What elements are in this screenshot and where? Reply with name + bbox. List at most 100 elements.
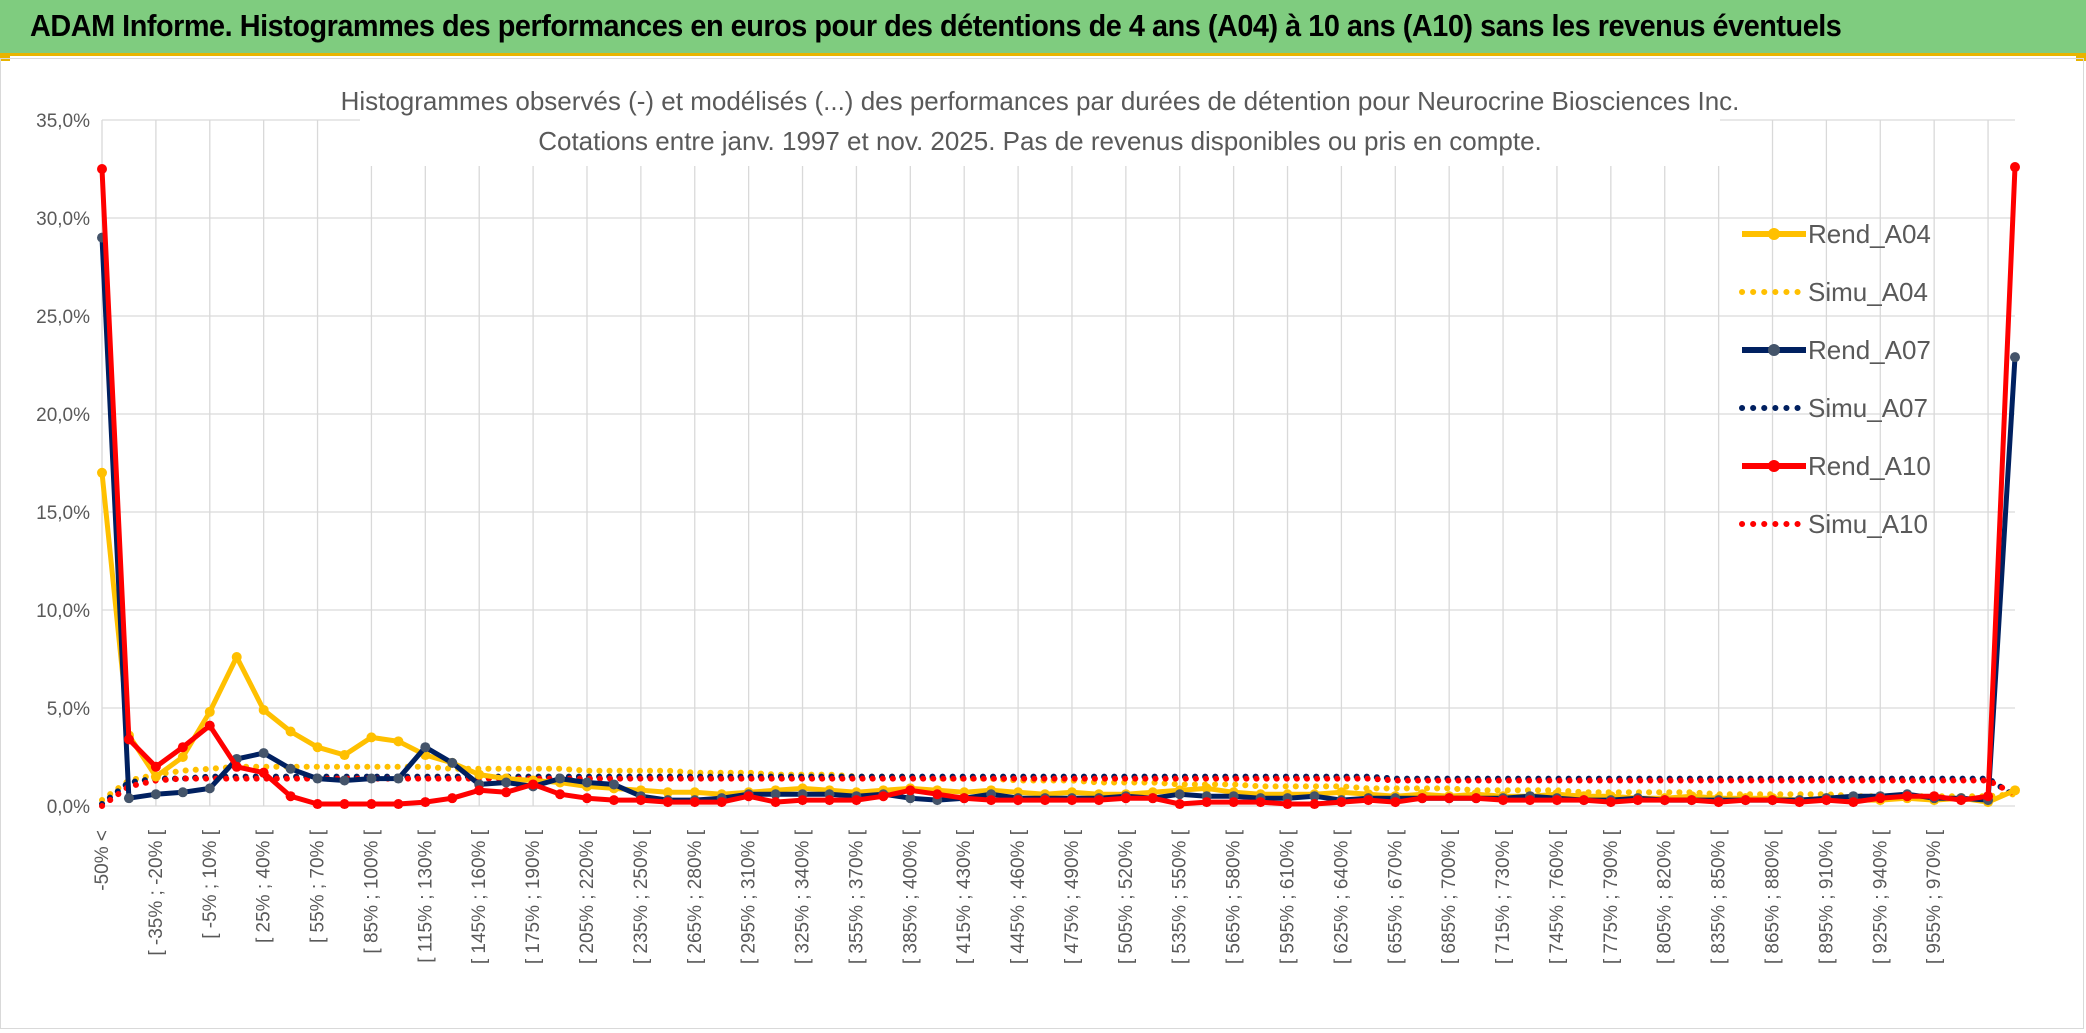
data-point: [2010, 352, 2020, 363]
data-point: [581, 777, 592, 788]
data-point: [1336, 787, 1347, 798]
data-point: [393, 736, 404, 747]
data-point: [393, 773, 404, 784]
data-point: [204, 783, 215, 794]
chart-frame: [0, 58, 2084, 1029]
data-point: [1201, 783, 1212, 794]
data-point: [743, 791, 754, 802]
y-tick-label: 0,0%: [47, 797, 90, 818]
series-line: [99, 775, 2018, 809]
data-point: [447, 757, 458, 768]
data-point: [1551, 795, 1562, 806]
x-tick-label: [ 265% ; 280% [: [685, 829, 706, 964]
data-point: [204, 706, 215, 717]
x-axis: -50% < [ -35% ; -20% [[ -5% ; 10% [[ 25% …: [92, 829, 1945, 964]
legend-item-rend-a10: Rend_A10: [1742, 451, 1931, 481]
legend-marker: [1768, 460, 1780, 472]
data-point: [1929, 791, 1940, 802]
data-point: [420, 797, 431, 808]
legend-item-simu-a07: Simu_A07: [1739, 393, 1928, 423]
x-tick-label: [ 55% ; 70% [: [308, 829, 329, 943]
x-tick-label: [ 745% ; 760% [: [1547, 829, 1568, 964]
data-point: [959, 793, 970, 804]
data-point: [1013, 795, 1024, 806]
x-tick-label: [ 895% ; 910% [: [1816, 829, 1837, 964]
series-simu-a04: [99, 763, 2018, 804]
x-tick-label: [ 25% ; 40% [: [254, 829, 275, 943]
series-line: [99, 472, 2017, 805]
x-tick-label: [ -5% ; 10% [: [200, 829, 221, 938]
y-tick-label: 25,0%: [36, 307, 90, 328]
y-tick-label: 35,0%: [36, 111, 90, 132]
grid-lines: [101, 119, 2015, 807]
data-point: [1578, 795, 1589, 806]
data-point: [123, 793, 134, 804]
x-tick-label: [ 505% ; 520% [: [1116, 829, 1137, 964]
data-point: [1956, 795, 1967, 806]
data-point: [150, 761, 161, 772]
data-point: [1120, 793, 1131, 804]
legend-label: Rend_A04: [1808, 219, 1931, 249]
chart-subtitle: Cotations entre janv. 1997 et nov. 2025.…: [538, 126, 1542, 156]
report-header: ADAM Informe. Histogrammes des performan…: [0, 0, 2086, 56]
data-point: [1282, 799, 1293, 810]
data-point: [150, 771, 161, 782]
x-tick-label: [ 805% ; 820% [: [1655, 829, 1676, 964]
y-axis: 0,0% 5,0% 10,0% 15,0% 20,0% 25,0% 30,0% 35,0%: [36, 111, 90, 818]
legend-label: Rend_A07: [1808, 335, 1931, 365]
data-point: [312, 799, 323, 810]
data-point: [555, 789, 566, 800]
data-point: [501, 777, 512, 788]
data-point: [1390, 797, 1401, 808]
data-point: [258, 767, 269, 778]
data-point: [905, 793, 916, 804]
data-point: [1040, 795, 1051, 806]
x-tick-label: [ 415% ; 430% [: [954, 829, 975, 964]
x-tick-label: [ 115% ; 130% [: [415, 829, 436, 962]
y-tick-label: 10,0%: [36, 601, 90, 622]
x-tick-label: [ 355% ; 370% [: [846, 829, 867, 964]
data-point: [501, 787, 512, 798]
y-tick-label: 20,0%: [36, 405, 90, 426]
data-point: [285, 763, 296, 774]
data-point: [285, 791, 296, 802]
data-point: [1093, 795, 1104, 806]
data-point: [1066, 795, 1077, 806]
data-point: [1309, 791, 1320, 802]
y-tick-label: 15,0%: [36, 503, 90, 524]
data-point: [1713, 797, 1724, 808]
x-tick-label: [ 685% ; 700% [: [1439, 829, 1460, 964]
data-point: [1794, 797, 1805, 808]
x-tick-label: [ 775% ; 790% [: [1601, 829, 1622, 964]
data-point: [662, 787, 673, 798]
chart-title-group: Histogrammes observés (-) et modélisés (…: [341, 78, 1740, 166]
x-tick-label: [ 715% ; 730% [: [1493, 829, 1514, 964]
data-point: [447, 793, 458, 804]
data-point: [339, 775, 350, 786]
x-tick-label: [ 85% ; 100% [: [361, 829, 382, 953]
data-point: [1659, 795, 1670, 806]
data-point: [366, 773, 377, 784]
x-tick-label: [ 385% ; 400% [: [900, 829, 921, 964]
data-point: [1174, 799, 1185, 810]
legend-item-rend-a04: Rend_A04: [1742, 219, 1931, 249]
data-point: [770, 789, 781, 800]
x-tick-label: [ 655% ; 670% [: [1385, 829, 1406, 964]
x-tick-label: [ 625% ; 640% [: [1331, 829, 1352, 964]
data-point: [1821, 795, 1832, 806]
data-point: [393, 799, 404, 810]
data-point: [312, 742, 323, 753]
data-point: [905, 785, 916, 796]
chart-title: Histogrammes observés (-) et modélisés (…: [341, 86, 1740, 116]
data-point: [474, 769, 485, 780]
data-point: [1363, 795, 1374, 806]
data-point: [1632, 795, 1643, 806]
x-tick-label: [ 535% ; 550% [: [1170, 829, 1191, 964]
legend-label: Simu_A07: [1808, 393, 1928, 423]
data-point: [555, 773, 566, 784]
data-point: [851, 795, 862, 806]
data-point: [177, 787, 188, 798]
data-point: [770, 797, 781, 808]
legend-label: Simu_A10: [1808, 509, 1928, 539]
